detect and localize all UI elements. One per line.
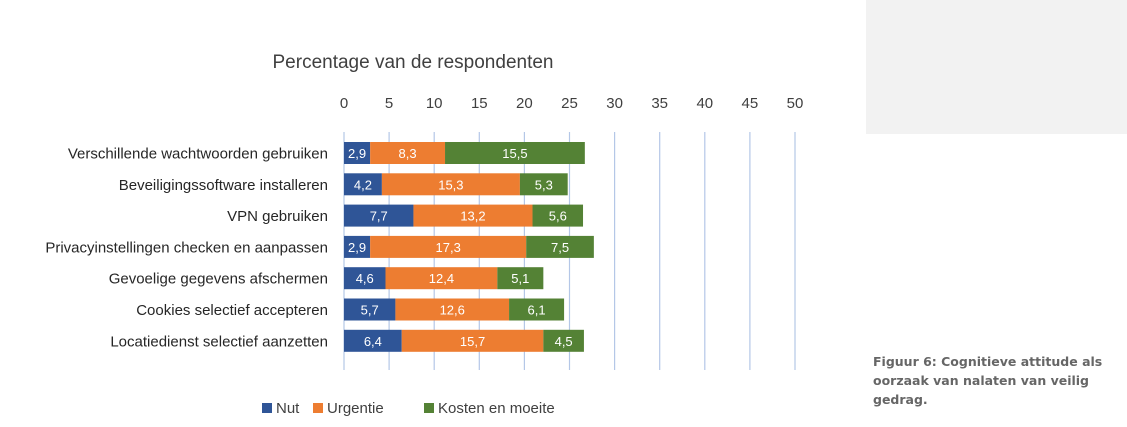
data-label: 12,4	[429, 271, 454, 286]
data-label: 5,6	[549, 209, 567, 224]
data-label: 6,4	[364, 334, 382, 349]
x-tick-label: 20	[516, 95, 533, 112]
category-label: Privacyinstellingen checken en aanpassen	[45, 239, 328, 256]
legend-swatch	[313, 403, 323, 413]
data-label: 5,7	[361, 303, 379, 318]
bar-segment	[344, 235, 371, 258]
category-label: Beveiligingssoftware installeren	[119, 177, 328, 194]
data-label: 7,5	[551, 240, 569, 255]
bar-segment	[344, 142, 371, 164]
bar-segment	[445, 142, 585, 164]
stacked-bar-chart: Percentage van de respondenten 0 5 10 15 20 2…	[45, 52, 804, 417]
data-label: 17,3	[436, 240, 461, 255]
bar-segment	[497, 267, 544, 290]
category-label: Gevoelige gegevens afschermen	[109, 271, 328, 288]
bar-segment	[532, 204, 584, 227]
bar-segment	[509, 298, 565, 321]
data-label: 4,6	[356, 271, 374, 286]
data-label: 13,2	[460, 209, 485, 224]
data-label: 15,5	[502, 146, 527, 161]
legend-swatch	[262, 403, 272, 413]
data-label: 15,3	[438, 177, 463, 192]
legend: Nut Urgentie Kosten en moeite	[262, 400, 555, 417]
bar-segment	[344, 267, 386, 290]
bar-segment	[385, 267, 498, 290]
x-tick-label: 50	[787, 95, 804, 112]
x-tick-label: 15	[471, 95, 488, 112]
data-label: 6,1	[528, 303, 546, 318]
bar-segment	[344, 298, 396, 321]
x-axis-ticks: 0 5 10 15 20 25 30 35 40 45 50	[340, 95, 804, 112]
legend-label: Urgentie	[327, 400, 384, 417]
data-label: 4,5	[555, 334, 573, 349]
x-tick-label: 0	[340, 95, 348, 112]
bar-segment	[413, 204, 533, 227]
bar-segment	[344, 173, 382, 196]
figure-caption: Figuur 6: Cognitieve attitude als oorzaa…	[873, 354, 1103, 407]
bar-segment	[395, 298, 510, 321]
bar-segment	[370, 235, 527, 258]
x-tick-label: 40	[696, 95, 713, 112]
bar-segment	[381, 173, 520, 196]
data-label: 2,9	[348, 146, 366, 161]
bar-segment	[344, 204, 414, 227]
x-tick-label: 30	[606, 95, 623, 112]
x-tick-label: 45	[742, 95, 759, 112]
category-label: VPN gebruiken	[227, 208, 328, 225]
data-label: 7,7	[370, 209, 388, 224]
data-label: 4,2	[354, 177, 372, 192]
bars: 2,9 8,3 15,5 4,2 15,3 5,3 7,7 13,2 5,6 2,9 17,3 7,5…	[344, 142, 594, 352]
category-label: Locatiedienst selectief aanzetten	[110, 333, 328, 350]
x-tick-label: 10	[426, 95, 443, 112]
data-label: 2,9	[348, 240, 366, 255]
x-tick-label: 25	[561, 95, 578, 112]
side-panel	[866, 0, 1127, 134]
chart-title: Percentage van de respondenten	[273, 52, 554, 73]
category-label: Cookies selectief accepteren	[136, 302, 328, 319]
x-tick-label: 5	[385, 95, 393, 112]
x-tick-label: 35	[651, 95, 668, 112]
bar-segment	[519, 173, 568, 196]
legend-label: Kosten en moeite	[438, 400, 555, 417]
category-labels: Verschillende wachtwoorden gebruiken Beve…	[45, 146, 328, 351]
data-label: 15,7	[460, 334, 485, 349]
legend-label: Nut	[276, 400, 300, 417]
bar-segment	[344, 329, 402, 352]
data-label: 12,6	[440, 303, 465, 318]
data-label: 5,1	[511, 271, 529, 286]
legend-swatch	[424, 403, 434, 413]
data-label: 5,3	[535, 177, 553, 192]
bar-segment	[401, 329, 544, 352]
bar-segment	[543, 329, 584, 352]
bar-segment	[526, 235, 594, 258]
bar-segment	[370, 142, 446, 164]
data-label: 8,3	[399, 146, 417, 161]
category-label: Verschillende wachtwoorden gebruiken	[68, 146, 328, 163]
